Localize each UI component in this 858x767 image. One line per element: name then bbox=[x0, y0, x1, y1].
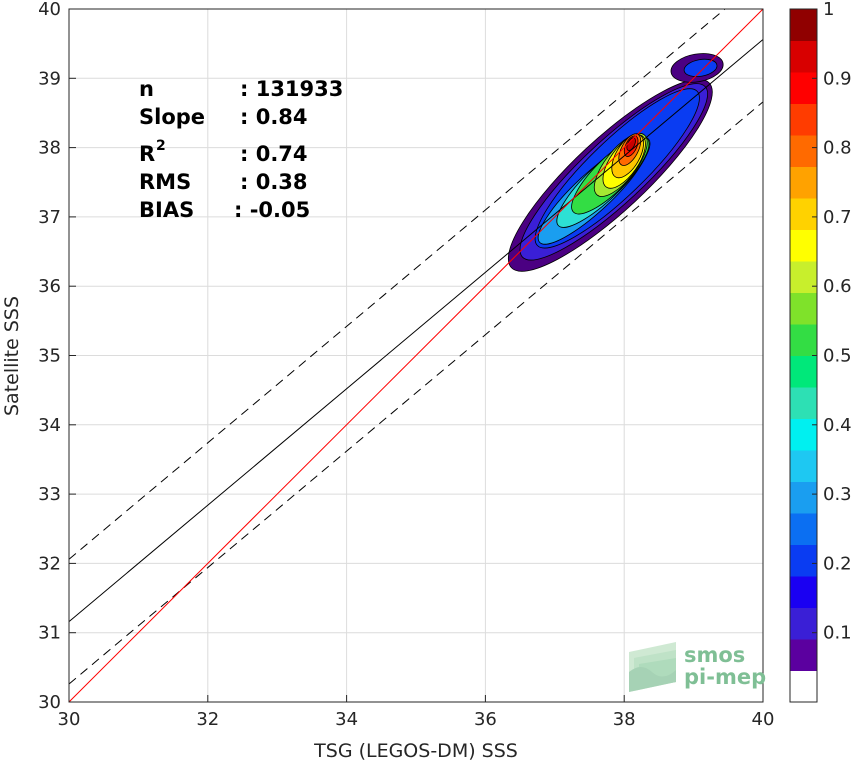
logo-text-smos: smos bbox=[684, 643, 745, 667]
x-tick-label-4: 38 bbox=[613, 709, 636, 730]
x-tick-label-1: 32 bbox=[196, 709, 219, 730]
stat-n-label: n bbox=[139, 77, 154, 101]
stat-n-value: : 131933 bbox=[240, 77, 343, 101]
x-axis-ticks: 30 32 34 36 38 40 bbox=[58, 695, 775, 730]
x-tick-label-0: 30 bbox=[58, 709, 81, 730]
x-axis-label: TSG (LEGOS-DM) SSS bbox=[313, 740, 518, 762]
x-tick-label-3: 36 bbox=[474, 709, 497, 730]
colorbar-segment-3 bbox=[790, 576, 817, 608]
colorbar-tick-label-7: 0.8 bbox=[823, 138, 852, 159]
y-axis-label: Satellite SSS bbox=[1, 296, 23, 416]
regression-line bbox=[69, 39, 763, 622]
logo-text-pi-mep: pi-mep bbox=[684, 665, 766, 689]
colorbar-segment-17 bbox=[790, 135, 817, 167]
stat-slope-label: Slope bbox=[139, 105, 205, 129]
colorbar-segment-1 bbox=[790, 639, 817, 671]
colorbar-segment-18 bbox=[790, 103, 817, 136]
y-tick-label-8: 38 bbox=[38, 138, 61, 159]
density-contours bbox=[507, 53, 724, 272]
stat-r2-value: : 0.74 bbox=[240, 142, 308, 166]
colorbar-segment-16 bbox=[790, 166, 817, 199]
colorbar-tick-label-3: 0.4 bbox=[823, 415, 852, 436]
colorbar-tick-label-8: 0.9 bbox=[823, 68, 852, 89]
colorbar-segment-10 bbox=[790, 355, 817, 388]
stat-r2-label: R bbox=[139, 142, 155, 166]
colorbar-tick-label-4: 0.5 bbox=[823, 346, 852, 367]
y-tick-label-4: 34 bbox=[38, 415, 61, 436]
y-tick-label-9: 39 bbox=[38, 68, 61, 89]
y-axis-ticks: 30 31 32 33 34 35 36 37 38 39 40 bbox=[38, 0, 76, 713]
colorbar-segment-12 bbox=[790, 292, 817, 325]
stat-rms-value: : 0.38 bbox=[240, 170, 308, 194]
stat-r2-superscript: 2 bbox=[156, 138, 166, 154]
reference-lines bbox=[69, 9, 763, 702]
colorbar-segment-19 bbox=[790, 72, 817, 104]
colorbar-segment-2 bbox=[790, 607, 817, 640]
stat-bias-value: : -0.05 bbox=[234, 198, 310, 222]
y-tick-label-3: 33 bbox=[38, 484, 61, 505]
smos-pi-mep-logo: smos pi-mep bbox=[629, 642, 766, 692]
colorbar-segment-8 bbox=[790, 418, 817, 451]
colorbar-tick-label-2: 0.3 bbox=[823, 484, 852, 505]
y-tick-label-0: 30 bbox=[38, 692, 61, 713]
colorbar-tick-label-0: 0.1 bbox=[823, 623, 852, 644]
colorbar-segment-21 bbox=[790, 9, 817, 41]
colorbar-segment-20 bbox=[790, 40, 817, 73]
y-tick-label-1: 31 bbox=[38, 623, 61, 644]
y-tick-label-5: 35 bbox=[38, 346, 61, 367]
colorbar-ticks: 0.1 0.2 0.3 0.4 0.5 0.6 0.7 0.8 0.9 1 bbox=[812, 0, 852, 644]
colorbar-tick-label-6: 0.7 bbox=[823, 207, 852, 228]
colorbar bbox=[790, 9, 817, 703]
colorbar-segment-15 bbox=[790, 198, 817, 230]
colorbar-tick-label-1: 0.2 bbox=[823, 553, 852, 574]
identity-line bbox=[69, 9, 763, 702]
upper-bound-line bbox=[69, 9, 726, 560]
y-tick-label-7: 37 bbox=[38, 207, 61, 228]
x-tick-label-5: 40 bbox=[752, 709, 775, 730]
stat-bias-label: BIAS bbox=[139, 198, 194, 222]
y-tick-label-6: 36 bbox=[38, 276, 61, 297]
colorbar-segment-9 bbox=[790, 387, 817, 419]
colorbar-tick-label-9: 1 bbox=[823, 0, 834, 20]
logo-icon bbox=[629, 642, 676, 692]
statistics-box: n : 131933 Slope : 0.84 R 2 : 0.74 RMS :… bbox=[139, 77, 343, 222]
y-tick-label-10: 40 bbox=[38, 0, 61, 20]
stat-slope-value: : 0.84 bbox=[240, 105, 308, 129]
colorbar-segment-0 bbox=[790, 670, 817, 703]
colorbar-segment-5 bbox=[790, 513, 817, 545]
colorbar-segment-13 bbox=[790, 261, 817, 293]
grid bbox=[68, 8, 764, 703]
colorbar-segment-7 bbox=[790, 450, 817, 482]
y-tick-label-2: 32 bbox=[38, 553, 61, 574]
colorbar-segment-11 bbox=[790, 324, 817, 356]
colorbar-segment-14 bbox=[790, 229, 817, 262]
colorbar-segment-6 bbox=[790, 481, 817, 514]
x-tick-label-2: 34 bbox=[335, 709, 358, 730]
stat-rms-label: RMS bbox=[139, 170, 191, 194]
colorbar-segment-4 bbox=[790, 544, 817, 577]
colorbar-tick-label-5: 0.6 bbox=[823, 276, 852, 297]
